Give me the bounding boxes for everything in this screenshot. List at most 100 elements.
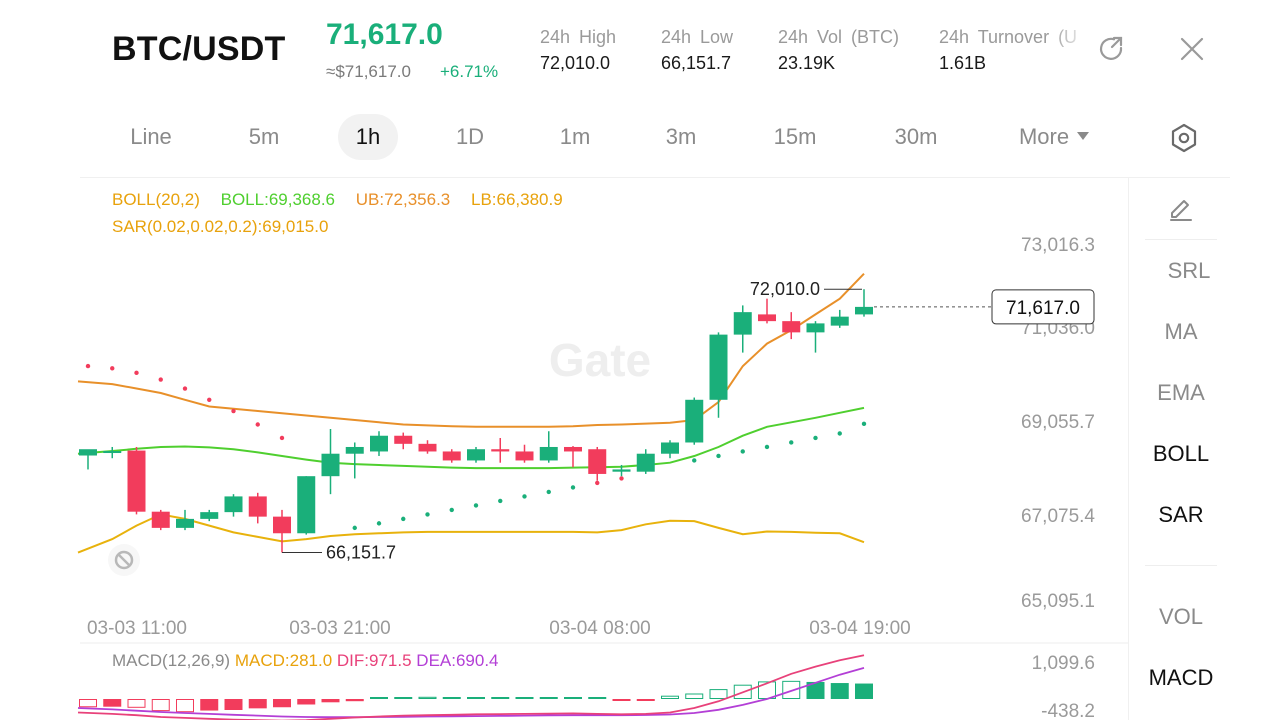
interval-3m[interactable]: 3m (665, 124, 697, 149)
candle (806, 321, 825, 353)
sar-dot (570, 485, 576, 490)
macd-bar (345, 699, 364, 702)
candle-body (418, 443, 437, 452)
sar-dots (85, 363, 867, 531)
macd-bar (709, 689, 728, 700)
more-label: More (1018, 124, 1070, 149)
candle (200, 509, 219, 522)
macd-panel (77, 654, 873, 720)
indicator-ema[interactable]: EMA (1157, 380, 1205, 405)
price-chart[interactable]: Gate 73,016.371,036.069,055.767,075.465,… (0, 178, 1128, 720)
macd-value: MACD:281.0 (234, 651, 333, 670)
candle-body (515, 451, 534, 461)
boll-mid-line (77, 406, 865, 470)
interval-15m[interactable]: 15m (773, 124, 817, 149)
price-axis-label: 67,075.4 (1021, 506, 1095, 527)
macd-bar (151, 699, 170, 712)
draw-tool-button[interactable] (1129, 196, 1233, 230)
candle (782, 312, 801, 340)
indicator-panel: SRL MA EMA BOLL SAR VOL MACD (1128, 178, 1232, 720)
macd-bar (321, 699, 340, 703)
interval-1h[interactable]: 1h (338, 114, 398, 160)
candle (661, 440, 679, 459)
share-refresh-icon[interactable] (1097, 34, 1127, 64)
candle-body (200, 512, 219, 519)
macd-bar (782, 680, 801, 700)
sar-dot (231, 408, 236, 414)
macd-bar (758, 681, 776, 699)
boll-lines (77, 273, 865, 554)
interval-30m[interactable]: 30m (894, 124, 938, 149)
stat-label: 24h High (540, 27, 617, 47)
sar-dot (522, 494, 527, 499)
sar-dot (837, 431, 842, 436)
boll-lb-value: LB:66,380.9 (470, 190, 563, 209)
boll-ub-value: UB:72,356.3 (355, 190, 451, 209)
candle (636, 449, 655, 474)
indicator-srl[interactable]: SRL (1167, 258, 1211, 283)
close-icon[interactable] (1177, 34, 1207, 64)
sar-dot (110, 366, 115, 371)
macd-bar (806, 681, 825, 699)
sar-dot (473, 503, 479, 508)
macd-bar (418, 696, 437, 699)
candle-body (297, 476, 316, 534)
sar-dot (789, 440, 794, 445)
interval-1d[interactable]: 1D (455, 124, 485, 149)
candle (370, 431, 388, 456)
sar-dot (425, 512, 430, 517)
high-marker-label: 72,010.0 (750, 279, 820, 299)
low-marker-label: 66,151.7 (326, 543, 396, 563)
pair-title[interactable]: BTC/USDT (112, 30, 286, 68)
candle-body (127, 450, 146, 512)
stat-24h-vol: 24h Vol (BTC) 23.19K (778, 27, 899, 74)
sar-dot (740, 449, 745, 454)
current-price-tag: 71,617.0 (1006, 298, 1080, 319)
sar-dot (595, 480, 600, 486)
indicator-macd[interactable]: MACD (1148, 665, 1214, 690)
candle-body (248, 496, 267, 517)
dea-line (77, 667, 865, 719)
macd-bar (539, 697, 558, 699)
indicator-vol[interactable]: VOL (1158, 604, 1204, 629)
macd-bar (515, 697, 534, 699)
interval-5m[interactable]: 5m (248, 124, 280, 149)
price-axis-label: 69,055.7 (1021, 412, 1095, 433)
macd-bar (588, 697, 607, 699)
candle (273, 509, 291, 553)
macd-bar (248, 699, 267, 709)
indicator-boll[interactable]: BOLL (1152, 441, 1210, 466)
sar-dot (182, 386, 188, 391)
interval-line[interactable]: Line (130, 124, 172, 149)
time-axis-label: 03-04 08:00 (549, 618, 650, 639)
sar-dot (158, 377, 163, 382)
macd-legend[interactable]: MACD(12,26,9) MACD:281.0 DIF:971.5 DEA:6… (112, 651, 499, 671)
interval-more-dropdown[interactable]: More (1006, 114, 1102, 160)
panel-divider (1145, 239, 1217, 240)
macd-bar (830, 683, 849, 699)
time-axis-label: 03-04 19:00 (809, 618, 910, 639)
pencil-icon (1170, 200, 1192, 221)
price-axis-label: 65,095.1 (1021, 591, 1095, 612)
hexagon-settings-icon[interactable] (1168, 122, 1200, 154)
macd-bar (394, 697, 413, 699)
indicator-ma[interactable]: MA (1164, 319, 1198, 344)
boll-legend[interactable]: BOLL(20,2) BOLL:69,368.6 UB:72,356.3 LB:… (112, 190, 579, 210)
dea-value: DEA:690.4 (416, 651, 499, 670)
candle-body (855, 306, 873, 315)
indicator-sar[interactable]: SAR (1158, 502, 1204, 527)
candle (855, 289, 873, 317)
sar-dot (498, 498, 503, 504)
macd-axis: 1,099.6 -438.2 (1032, 653, 1095, 720)
sar-dot (376, 521, 382, 526)
sar-dot (546, 489, 551, 495)
candle (321, 428, 340, 495)
stat-value: 1.61B (939, 53, 987, 73)
macd-bar (176, 699, 194, 713)
interval-1m[interactable]: 1m (559, 124, 591, 149)
chart-reset-icon[interactable] (108, 544, 140, 576)
candle-body (806, 323, 825, 333)
panel-divider (1145, 565, 1217, 566)
sar-legend[interactable]: SAR(0.02,0.02,0.2):69,015.0 (112, 217, 344, 237)
candle-body (394, 435, 413, 444)
